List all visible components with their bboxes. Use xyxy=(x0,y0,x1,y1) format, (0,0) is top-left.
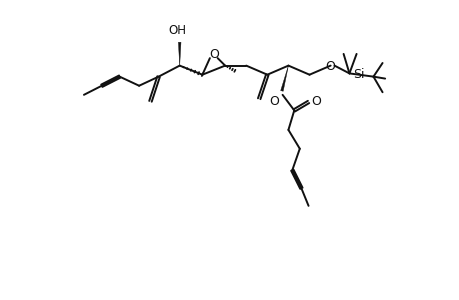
Polygon shape xyxy=(178,42,180,66)
Text: O: O xyxy=(310,95,320,108)
Text: O: O xyxy=(209,48,219,62)
Text: Si: Si xyxy=(353,68,364,81)
Text: OH: OH xyxy=(168,24,186,37)
Text: O: O xyxy=(269,95,279,108)
Text: O: O xyxy=(325,60,334,73)
Polygon shape xyxy=(280,66,288,91)
